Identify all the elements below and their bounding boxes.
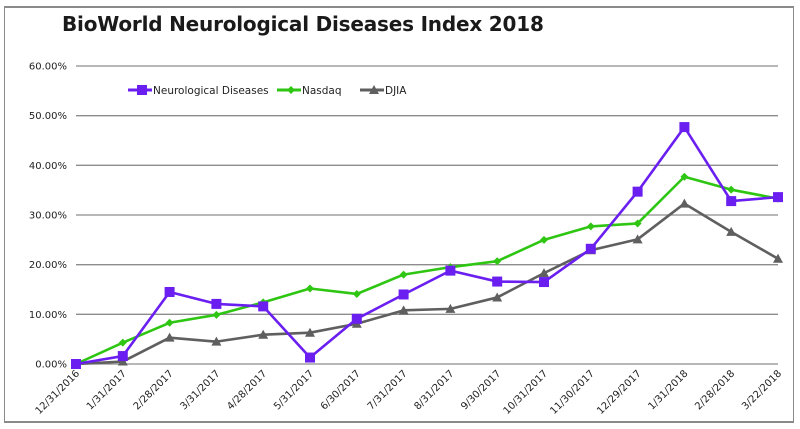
data-point [632,234,643,244]
data-point [726,196,737,207]
y-tick-label: 20.00% [29,260,67,271]
data-point [539,268,549,278]
data-point [117,351,128,362]
x-tick-label: 4/28/2017 [225,368,269,412]
data-point [633,219,642,228]
data-point [492,292,503,302]
data-point [679,122,690,133]
data-point [352,289,361,298]
data-point [399,270,408,279]
legend-label: Nasdaq [302,85,342,97]
data-point [118,338,127,347]
legend-marker [137,85,147,95]
legend-marker [287,86,295,94]
y-tick-label: 0.00% [35,360,67,371]
data-point [632,186,643,197]
data-point [679,198,690,208]
chart-title: BioWorld Neurological Diseases Index 201… [62,12,544,36]
series-group [71,122,783,369]
y-tick-label: 60.00% [29,62,67,73]
gridlines [76,65,778,365]
data-point [71,359,81,369]
series-line [75,175,779,366]
series-line [75,125,779,366]
legend-item: Nasdaq [277,85,342,97]
data-point [726,226,737,236]
x-tick-label: 5/31/2017 [272,368,316,412]
x-tick-label: 12/29/2017 [595,368,644,417]
legend-label: Neurological Diseases [153,85,269,97]
legend: Neurological Diseases Nasdaq DJIA [128,85,407,97]
data-point [211,298,222,309]
data-point [212,310,221,319]
y-tick-label: 50.00% [29,111,67,122]
x-tick-label: 1/31/2018 [646,368,690,412]
legend-marker [369,85,379,94]
x-tick-label: 8/31/2017 [412,368,456,412]
data-point [165,318,174,327]
data-point [351,313,362,324]
data-point [306,284,314,293]
x-tick-label: 12/31/2016 [34,368,83,417]
y-tick-label: 10.00% [29,310,67,321]
data-point [258,329,269,339]
data-point [585,243,596,254]
data-point [398,305,409,315]
data-point [445,265,456,276]
data-point [305,352,315,363]
legend-label: DJIA [385,85,407,97]
chart-frame [4,6,794,423]
y-axis-ticks: 0.00% 10.00% 20.00% 30.00% 40.00% 50.00% 60.00… [29,62,67,371]
x-tick-label: 10/31/2017 [502,368,551,417]
x-tick-label: 11/30/2017 [548,368,597,417]
x-tick-label: 3/22/2018 [740,368,784,412]
data-point [445,303,456,313]
data-point [586,222,595,231]
legend-item: DJIA [360,85,407,97]
data-point [773,253,783,263]
data-point [211,336,222,346]
x-tick-label: 2/28/2017 [132,368,176,412]
data-point [258,301,269,312]
data-point [680,172,689,181]
y-tick-label: 40.00% [29,161,67,172]
data-point [539,277,549,288]
data-point [164,332,175,342]
x-tick-label: 9/30/2017 [459,368,503,412]
data-point [164,286,175,297]
x-axis-ticks: 12/31/2016 1/31/2017 2/28/2017 3/31/2017 4/2… [34,368,785,417]
x-tick-label: 6/30/2017 [319,368,363,412]
x-tick-label: 2/28/2018 [693,368,737,412]
data-point [773,192,783,203]
series-neurological-diseases [71,122,783,369]
data-point [492,276,503,287]
data-point [305,327,315,337]
data-point [493,257,502,266]
data-point [398,289,409,300]
data-point [540,235,548,244]
data-point [727,185,736,194]
x-tick-label: 3/31/2017 [178,368,222,412]
x-tick-label: 7/31/2017 [366,368,410,412]
series-line [75,202,779,366]
legend-item: Neurological Diseases [128,85,269,97]
y-tick-label: 30.00% [29,211,67,222]
x-tick-label: 1/31/2017 [85,368,129,412]
